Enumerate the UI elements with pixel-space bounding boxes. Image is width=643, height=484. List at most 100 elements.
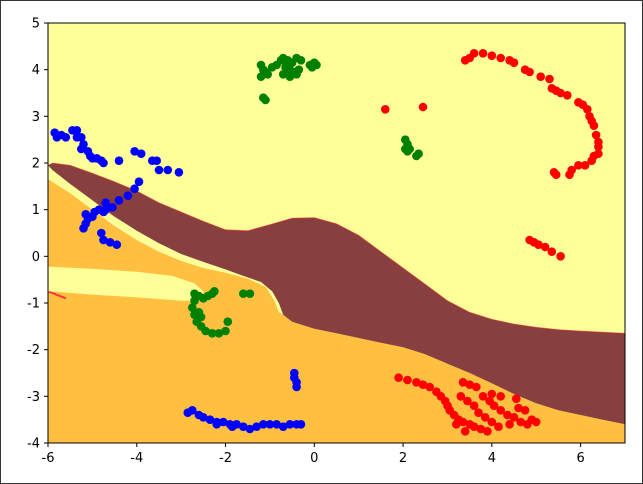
region-layers [48, 23, 625, 443]
data-point [130, 147, 139, 156]
data-points [50, 49, 603, 436]
data-point [294, 65, 304, 74]
x-tick-label: -4 [130, 451, 143, 466]
data-point [531, 417, 541, 427]
data-point [99, 235, 108, 245]
data-point [401, 144, 410, 154]
data-point [556, 252, 565, 261]
y-tick-label: -3 [27, 390, 40, 405]
data-point [239, 422, 248, 432]
region-orange [48, 179, 625, 443]
data-point [394, 373, 403, 383]
y-tick-label: -1 [27, 297, 40, 312]
data-point [460, 427, 470, 436]
data-point [496, 406, 506, 415]
data-point [201, 326, 210, 336]
series-2 [188, 53, 423, 338]
y-tick-label: 4 [32, 63, 40, 78]
data-point [154, 165, 164, 175]
data-point [589, 121, 599, 130]
data-point [556, 88, 565, 98]
data-point [136, 149, 146, 158]
data-point [101, 198, 110, 207]
series-3 [50, 126, 306, 434]
data-point [105, 238, 115, 247]
x-tick-label: 4 [488, 451, 496, 466]
data-point [547, 247, 557, 256]
data-point [79, 224, 88, 233]
data-point [245, 289, 255, 299]
data-point [72, 126, 82, 135]
data-point [476, 424, 486, 434]
data-point [478, 392, 488, 401]
data-point [256, 72, 266, 81]
data-point [551, 170, 561, 179]
data-point [112, 240, 122, 249]
x-tick-label: 6 [576, 451, 584, 466]
data-point [516, 417, 525, 427]
data-point [381, 105, 390, 114]
data-point [487, 417, 497, 427]
data-point [97, 228, 106, 238]
data-point [259, 420, 268, 429]
data-point [525, 67, 534, 77]
data-point [188, 303, 197, 313]
data-point [418, 102, 428, 112]
data-point [483, 427, 492, 436]
data-point [465, 380, 475, 390]
data-point [487, 389, 497, 399]
data-point [469, 49, 479, 58]
region-edge [48, 290, 67, 300]
data-point [130, 184, 139, 193]
data-point [199, 413, 208, 422]
y-tick-label: 5 [32, 17, 40, 32]
data-point [583, 105, 592, 114]
data-point [239, 289, 248, 299]
data-point [540, 242, 550, 252]
data-point [210, 287, 219, 296]
y-tick-label: 2 [32, 157, 40, 172]
data-point [194, 308, 204, 317]
data-point [245, 424, 255, 434]
data-point [77, 133, 86, 142]
data-point [474, 408, 483, 418]
data-point [418, 380, 428, 390]
data-point [494, 422, 503, 432]
data-point [272, 420, 281, 429]
data-point [307, 63, 317, 72]
data-point [512, 394, 521, 404]
y-tick-label: -4 [27, 437, 40, 452]
data-point [469, 422, 479, 432]
data-point [114, 196, 124, 205]
data-point [412, 378, 421, 387]
data-point [480, 413, 490, 422]
data-point [509, 413, 519, 422]
data-point [458, 417, 468, 427]
decision-regions [48, 23, 625, 443]
data-point [469, 401, 479, 411]
x-axis-ticks: -6 -4 -2 0 2 4 6 [42, 443, 585, 466]
data-point [425, 382, 435, 392]
data-point [123, 191, 133, 200]
data-point [77, 144, 86, 154]
data-point [99, 158, 108, 168]
data-point [81, 210, 90, 219]
data-point [221, 326, 230, 336]
data-point [403, 375, 412, 385]
data-point [458, 378, 468, 387]
data-point [594, 142, 603, 151]
data-point [223, 317, 233, 327]
y-axis-ticks: -4 -3 -2 -1 0 1 2 3 4 5 [27, 17, 48, 452]
data-point [285, 72, 295, 81]
data-point [278, 70, 288, 79]
data-point [212, 420, 221, 429]
data-point [296, 56, 306, 65]
data-point [496, 392, 506, 401]
data-point [114, 156, 124, 165]
data-point [580, 161, 590, 170]
data-point [205, 415, 215, 425]
data-point [278, 422, 288, 432]
data-point [509, 58, 519, 67]
data-point [503, 410, 512, 420]
